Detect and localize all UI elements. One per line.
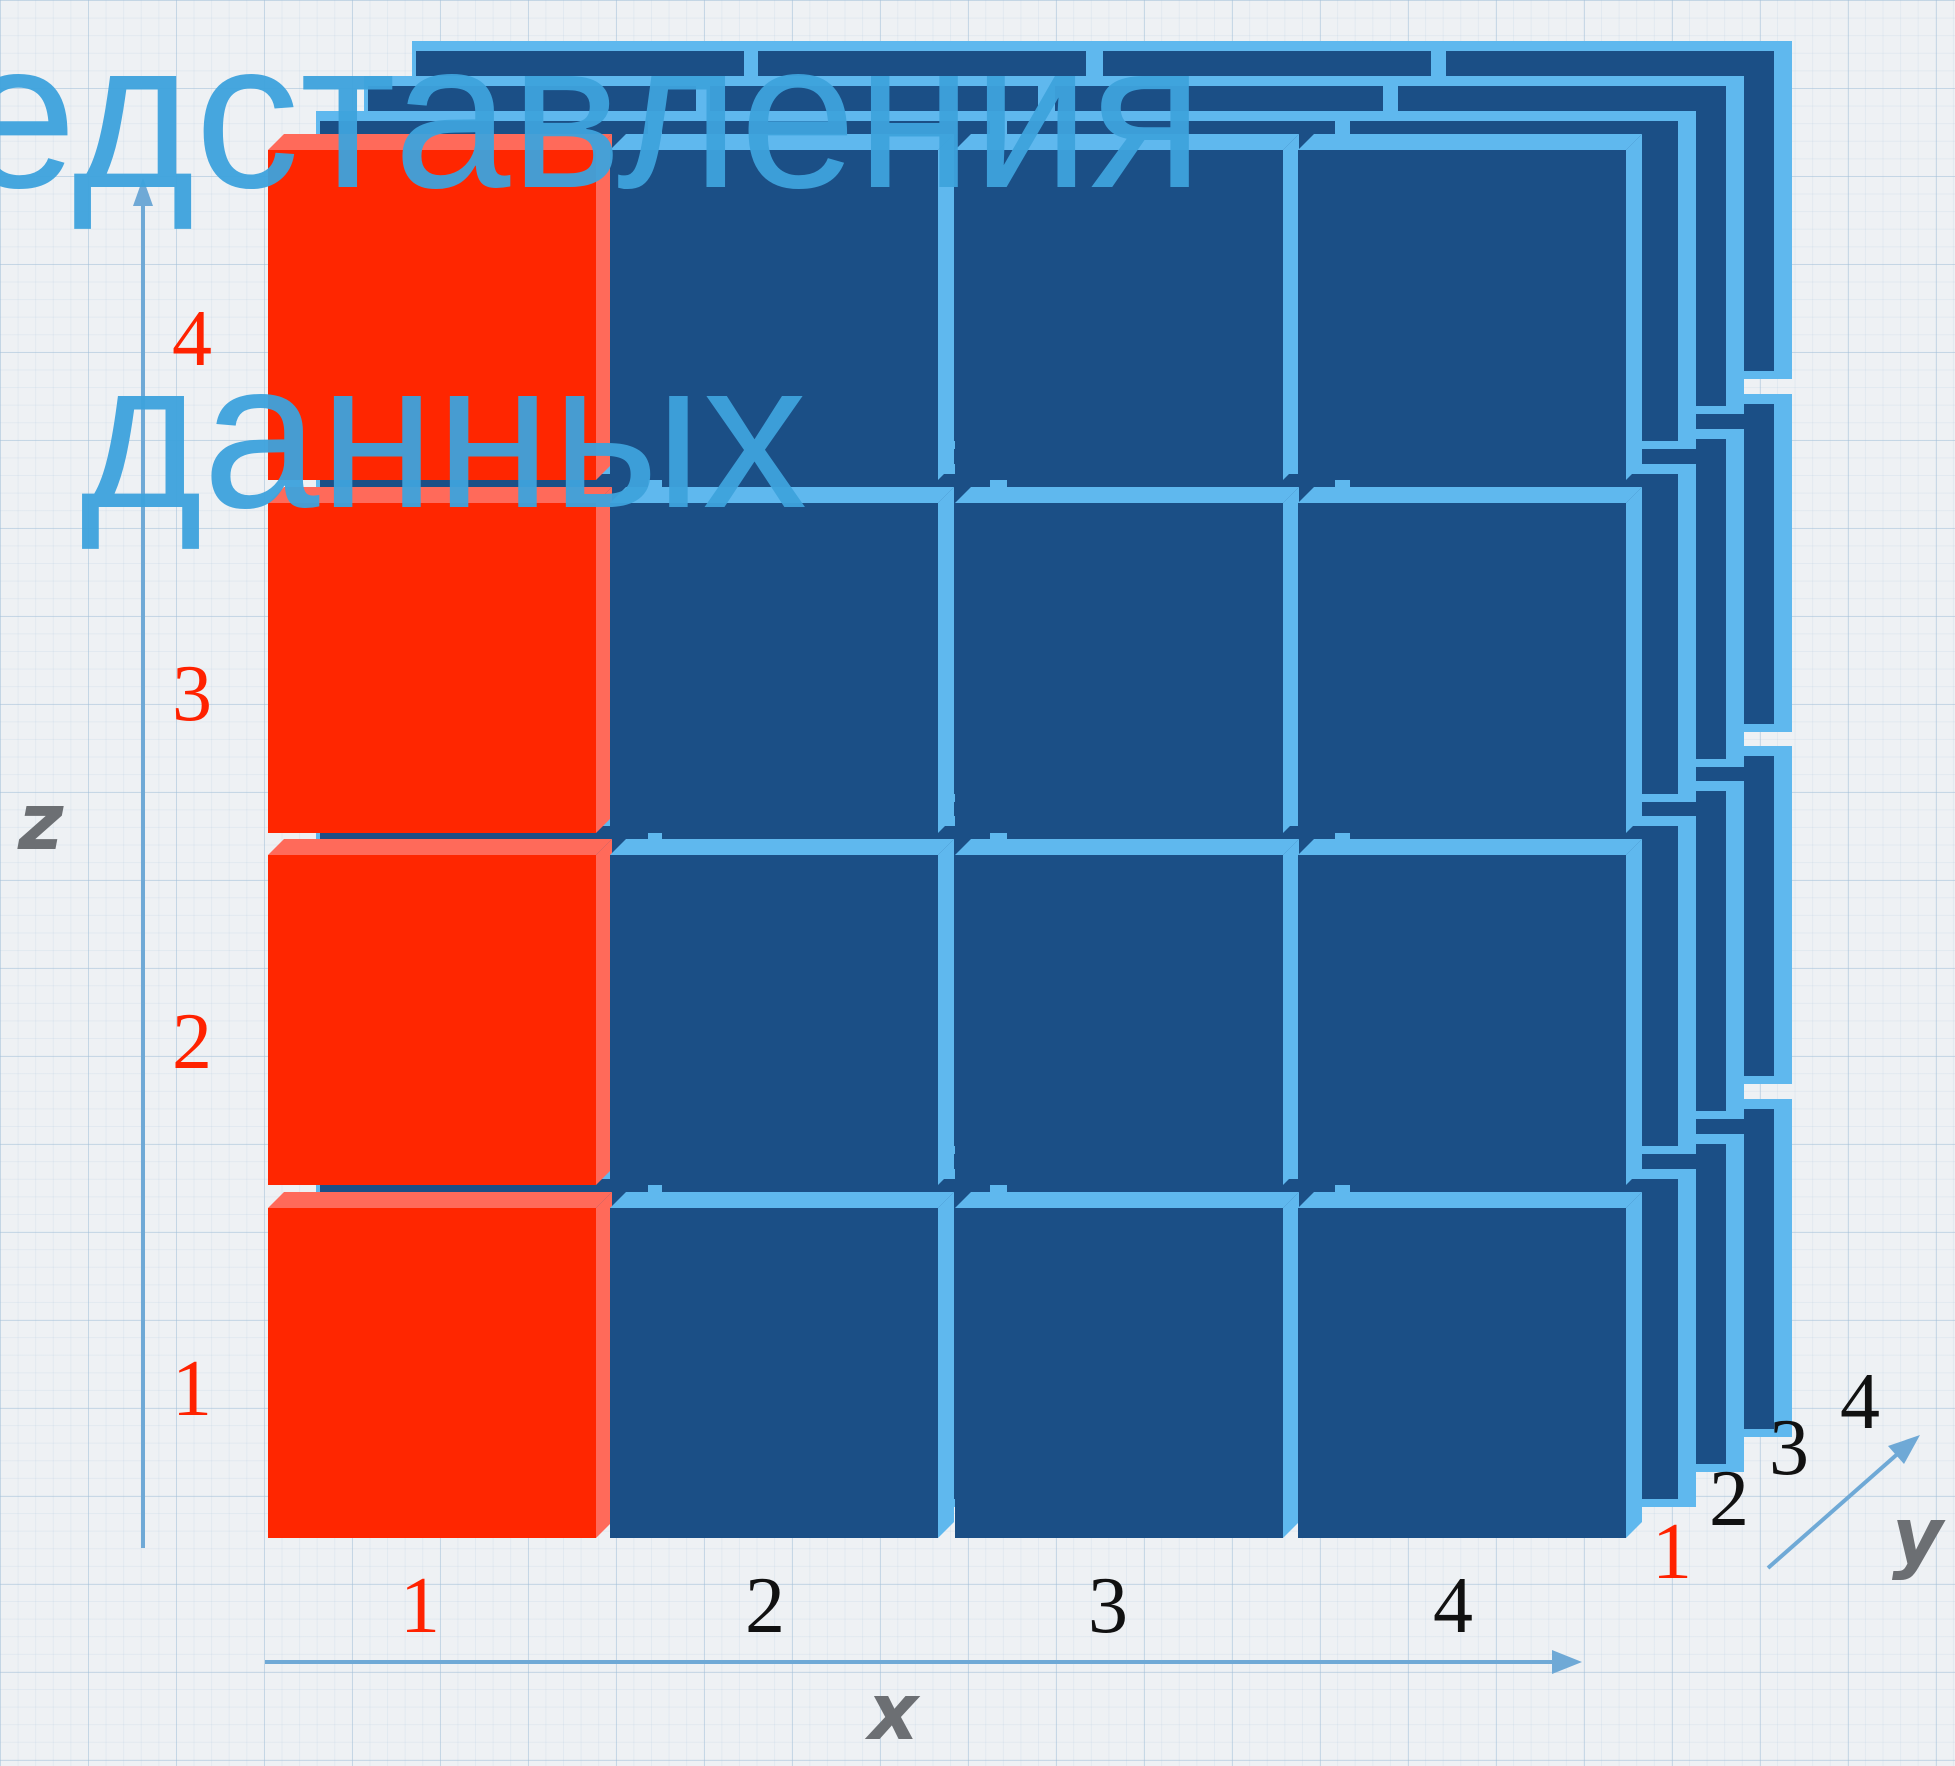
cell-x1-z2 bbox=[268, 839, 612, 1185]
cell-side-face bbox=[938, 134, 954, 480]
cell-x2-z3 bbox=[610, 487, 954, 833]
cell-side-face bbox=[1626, 839, 1642, 1185]
cell-top-face bbox=[610, 134, 954, 150]
y-axis-line bbox=[1766, 1448, 1904, 1570]
cell-front-face bbox=[1298, 503, 1626, 833]
cell-side-face bbox=[596, 487, 612, 833]
cell-top-face bbox=[955, 839, 1299, 855]
page-title-line-1: едставления bbox=[0, 0, 1204, 232]
cell-top-face bbox=[955, 487, 1299, 503]
cell-side-face bbox=[1283, 487, 1299, 833]
cell-side-face bbox=[1626, 1192, 1642, 1538]
cell-x2-z2 bbox=[610, 839, 954, 1185]
cell-top-face bbox=[1298, 839, 1642, 855]
page-title-line-2: данных bbox=[80, 317, 808, 552]
cell-x3-z4 bbox=[955, 134, 1299, 480]
cell-front-face bbox=[1298, 1208, 1626, 1538]
cell-side-face bbox=[938, 839, 954, 1185]
cell-front-face bbox=[955, 150, 1283, 480]
y-tick-label: 4 bbox=[1840, 1358, 1880, 1446]
cell-side-face bbox=[938, 487, 954, 833]
cell-front-face bbox=[268, 503, 596, 833]
cell-front-face bbox=[268, 1208, 596, 1538]
cell-top-face bbox=[1298, 134, 1642, 150]
z-tick-label: 3 bbox=[172, 650, 212, 738]
x-tick-label: 3 bbox=[1088, 1562, 1128, 1650]
cell-front-face bbox=[955, 1208, 1283, 1538]
cell-x1-z3 bbox=[268, 487, 612, 833]
cell-x4-z3 bbox=[1298, 487, 1642, 833]
cell-top-face bbox=[955, 1192, 1299, 1208]
axes bbox=[133, 178, 1920, 1674]
z-axis-label: z bbox=[18, 778, 64, 868]
cell-x1-z1 bbox=[268, 1192, 612, 1538]
cell-side-face bbox=[1283, 134, 1299, 480]
cell-side-face bbox=[1626, 487, 1642, 833]
cell-side-face bbox=[596, 1192, 612, 1538]
cell-top-face bbox=[268, 839, 612, 855]
x-axis-arrowhead bbox=[1552, 1650, 1582, 1674]
cell-front-face bbox=[955, 503, 1283, 833]
cell-front-face bbox=[610, 855, 938, 1185]
y-tick-label: 3 bbox=[1769, 1404, 1809, 1492]
x-tick-label: 1 bbox=[400, 1562, 440, 1650]
cell-front-face bbox=[1298, 150, 1626, 480]
z-axis-arrowhead bbox=[133, 178, 153, 206]
cell-top-face bbox=[610, 839, 954, 855]
front-layer bbox=[268, 134, 1642, 1538]
cell-front-face bbox=[268, 150, 596, 480]
cell-front-face bbox=[610, 150, 938, 480]
x-tick-label: 4 bbox=[1433, 1562, 1473, 1650]
cell-side-face bbox=[596, 839, 612, 1185]
cell-top-face bbox=[1298, 1192, 1642, 1208]
y-axis-label: y bbox=[1892, 1492, 1943, 1582]
cell-top-face bbox=[1298, 487, 1642, 503]
cell-front-face bbox=[610, 1208, 938, 1538]
cell-top-face bbox=[268, 1192, 612, 1208]
cell-side-face bbox=[596, 134, 612, 480]
cell-x1-z4 bbox=[268, 134, 612, 480]
y-tick-label: 1 bbox=[1652, 1508, 1692, 1596]
y-axis-arrowhead bbox=[1888, 1435, 1920, 1464]
cell-side-face bbox=[1283, 839, 1299, 1185]
y-tick-label: 2 bbox=[1709, 1455, 1749, 1543]
cell-side-face bbox=[1626, 134, 1642, 480]
cell-x2-z4 bbox=[610, 134, 954, 480]
cell-x4-z1 bbox=[1298, 1192, 1642, 1538]
cell-front-face bbox=[1298, 855, 1626, 1185]
cell-x3-z1 bbox=[955, 1192, 1299, 1538]
cell-front-face bbox=[610, 503, 938, 833]
cell-top-face bbox=[610, 1192, 954, 1208]
cell-top-face bbox=[268, 134, 612, 150]
cell-top-face bbox=[268, 487, 612, 503]
cell-x2-z1 bbox=[610, 1192, 954, 1538]
cell-top-face bbox=[955, 134, 1299, 150]
cell-side-face bbox=[1283, 1192, 1299, 1538]
cell-top-face bbox=[610, 487, 954, 503]
cell-side-face bbox=[938, 1192, 954, 1538]
x-tick-label: 2 bbox=[745, 1562, 785, 1650]
cell-x4-z4 bbox=[1298, 134, 1642, 480]
cell-front-face bbox=[955, 855, 1283, 1185]
cell-x3-z3 bbox=[955, 487, 1299, 833]
x-axis-label: x bbox=[868, 1668, 919, 1758]
cell-x3-z2 bbox=[955, 839, 1299, 1185]
z-tick-label: 2 bbox=[172, 998, 212, 1086]
z-tick-label: 1 bbox=[172, 1345, 212, 1433]
cell-front-face bbox=[268, 855, 596, 1185]
cell-x4-z2 bbox=[1298, 839, 1642, 1185]
z-tick-label: 4 bbox=[172, 295, 212, 383]
